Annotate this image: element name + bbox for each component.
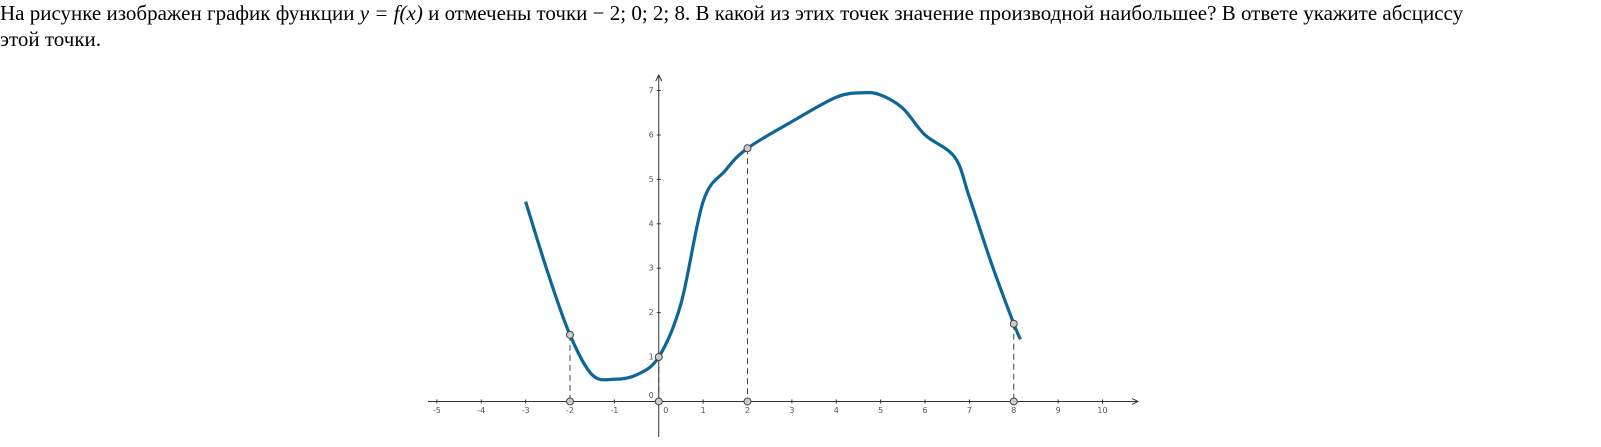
question-text: На рисунке изображен график функции: [0, 1, 355, 25]
axis-point: [654, 397, 663, 406]
curve-point: [654, 353, 663, 362]
y-tick-label: 4: [649, 219, 654, 228]
question-text: В какой из этих точек значение производн…: [0, 1, 1464, 51]
x-tick-label: 4: [834, 406, 839, 415]
axis-point: [566, 397, 574, 406]
y-tick-label: 7: [649, 86, 654, 95]
y-tick-label: 2: [649, 308, 654, 317]
curve-point: [743, 144, 752, 153]
x-tick-label: -4: [477, 406, 485, 415]
x-tick-label: 3: [789, 406, 794, 415]
axis-point: [743, 397, 752, 406]
x-tick-label: 1: [701, 406, 706, 415]
x-tick-label: -5: [433, 406, 441, 415]
x-tick-label: -3: [522, 406, 530, 415]
formula: y = f(x): [359, 1, 423, 25]
curve-point: [566, 330, 574, 339]
x-axis-arrow: [1131, 398, 1140, 405]
y-tick-label: 3: [649, 264, 654, 273]
y-tick-label: 0: [649, 391, 654, 400]
y-tick-label: 1: [649, 353, 654, 362]
x-tick-label: 7: [967, 406, 972, 415]
x-tick-label: -2: [566, 406, 574, 415]
points-list: − 2; 0; 2; 8.: [592, 1, 691, 25]
y-tick-label: 6: [649, 130, 654, 139]
x-tick-label: 9: [1056, 406, 1061, 415]
x-tick-label: 8: [1011, 406, 1016, 415]
y-axis-arrow: [655, 73, 663, 82]
x-tick-label: 10: [1097, 406, 1107, 415]
x-tick-label: 5: [878, 406, 883, 415]
x-tick-label: -1: [610, 406, 618, 415]
x-tick-label: 6: [922, 406, 927, 415]
question: На рисунке изображен график функции y = …: [0, 0, 1500, 52]
question-text: и отмечены точки: [428, 1, 588, 25]
x-tick-label: 0: [663, 406, 668, 415]
x-tick-label: 2: [745, 406, 750, 415]
function-curve: [524, 90, 1022, 382]
curve-point: [1009, 319, 1018, 328]
axis-point: [1009, 397, 1018, 406]
y-tick-label: 5: [649, 175, 654, 184]
